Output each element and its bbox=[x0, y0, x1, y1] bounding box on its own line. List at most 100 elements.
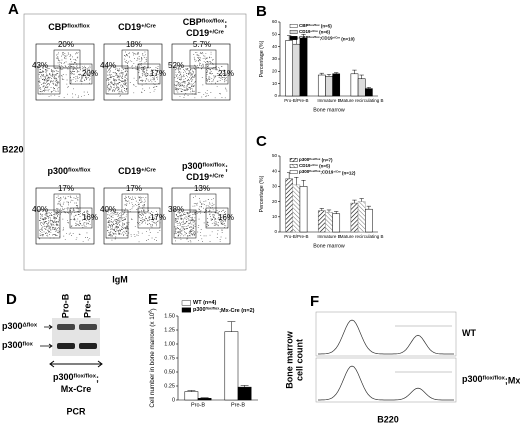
text-part: (n=5) bbox=[320, 24, 333, 29]
x-tick-label: Immature B bbox=[317, 98, 340, 103]
percentage: 38% bbox=[168, 205, 184, 214]
gate bbox=[205, 63, 229, 85]
y-axis-label: Percentage (%) bbox=[259, 40, 265, 77]
legend-swatch bbox=[289, 164, 298, 168]
method-label: PCR bbox=[66, 406, 86, 416]
gel-band bbox=[79, 343, 97, 349]
text-part: Mx-Cre bbox=[61, 384, 92, 394]
bar bbox=[365, 208, 373, 233]
text-part: p300 bbox=[2, 321, 23, 331]
x-tick-label: Immature B bbox=[317, 234, 340, 239]
superscript: flox/flox bbox=[67, 23, 90, 29]
x-tick-label: Pre-B bbox=[231, 402, 245, 408]
text-part: (n=6) bbox=[318, 30, 331, 35]
bar bbox=[317, 210, 326, 233]
text-part: CD19 bbox=[299, 163, 311, 168]
text-part: p300 bbox=[2, 340, 23, 350]
genotype-label: p300flox/flox; bbox=[53, 372, 99, 383]
bar bbox=[365, 88, 373, 97]
panel-letter: A bbox=[8, 1, 19, 18]
gate bbox=[53, 49, 81, 69]
text-part: CD19 bbox=[299, 29, 311, 34]
legend-label: p300flox/flox;Mx-Cre (n=2) bbox=[193, 307, 255, 315]
y-tick-label: 1.50 bbox=[164, 313, 175, 319]
double-arrow bbox=[49, 360, 103, 368]
panel-letter: B bbox=[256, 3, 267, 20]
percentage: 21% bbox=[218, 69, 234, 78]
bar bbox=[325, 211, 333, 233]
legend-label: p300flox/flox;CD19+/Cre (n=12) bbox=[299, 169, 356, 176]
arrow bbox=[44, 324, 53, 330]
gate bbox=[53, 193, 81, 213]
gel-band bbox=[57, 324, 75, 330]
y-tick-label: 0 bbox=[274, 93, 277, 98]
x-tick-label: Mature recirculating B bbox=[340, 234, 384, 239]
axis-label: B220 bbox=[2, 144, 24, 154]
text-part: CBP bbox=[299, 23, 309, 28]
gate bbox=[37, 209, 61, 239]
plot-title: p300flox/flox bbox=[48, 166, 92, 176]
superscript: flox/flox bbox=[202, 18, 225, 24]
text-part: p300 bbox=[462, 374, 483, 384]
gate bbox=[189, 193, 217, 213]
y-tick-label: 10 bbox=[272, 214, 278, 219]
superscript: +/Cre bbox=[333, 35, 341, 39]
error-bar bbox=[294, 177, 299, 185]
y-tick-label: 20 bbox=[272, 69, 278, 74]
text-part: (n=10) bbox=[340, 36, 355, 41]
histogram-frame bbox=[315, 311, 457, 357]
plot-title: CD19+/Cre bbox=[118, 22, 157, 32]
x-tick-label: Pro-B/Pre-B bbox=[284, 98, 308, 103]
scatter-dots bbox=[174, 195, 228, 243]
superscript: +/Cre bbox=[311, 163, 319, 167]
x-tick-label: Pro-B/Pre-B bbox=[284, 234, 308, 239]
text-part: ;CD19 bbox=[320, 170, 334, 175]
gate bbox=[37, 65, 61, 95]
legend-swatch bbox=[289, 170, 298, 174]
gate bbox=[173, 209, 197, 239]
lane-label: Pro-B bbox=[60, 293, 70, 318]
legend-label: WT (n=4) bbox=[193, 300, 217, 306]
superscript: flox/flox bbox=[309, 35, 321, 39]
plot-title: CD19+/Cre bbox=[186, 28, 225, 38]
text-part: (n=7) bbox=[320, 158, 333, 163]
percentage: 20% bbox=[82, 69, 98, 78]
text-part: ; bbox=[225, 163, 228, 173]
percentage: 43% bbox=[32, 61, 48, 70]
legend-label: CBPflox/flox (n=5) bbox=[299, 23, 332, 29]
superscript: +/Cre bbox=[209, 29, 225, 35]
bar bbox=[325, 76, 333, 97]
gate bbox=[105, 209, 129, 239]
band-label: p300Δflox bbox=[2, 321, 38, 331]
legend-label: CD19+/Cre (n=5) bbox=[299, 163, 331, 169]
error-bar bbox=[187, 390, 196, 392]
superscript: +/Cre bbox=[311, 29, 319, 33]
legend-swatch bbox=[289, 158, 298, 162]
gate bbox=[105, 65, 129, 95]
panel-letter: F bbox=[310, 293, 319, 310]
text-part: p300 bbox=[299, 157, 310, 162]
bar bbox=[197, 398, 212, 401]
bar bbox=[317, 74, 326, 97]
plot-box bbox=[171, 43, 231, 101]
y-axis-label: Cell number in bone marrow (x 108) bbox=[147, 308, 156, 407]
gel-band bbox=[79, 324, 97, 330]
text-part: CD19 bbox=[186, 28, 209, 38]
histogram-frame bbox=[315, 357, 457, 403]
bar bbox=[292, 43, 301, 97]
y-tick-label: 50 bbox=[272, 32, 278, 37]
gate bbox=[137, 207, 161, 229]
text-part: ) bbox=[150, 308, 157, 310]
gate bbox=[137, 63, 161, 85]
error-bar bbox=[359, 198, 364, 202]
bar bbox=[357, 78, 366, 97]
y-tick-label: 30 bbox=[272, 56, 278, 61]
text-part: WT (n=4) bbox=[193, 300, 217, 306]
panel-frame bbox=[23, 13, 247, 271]
trace-label: p300flox/flox;Mx-Cre bbox=[462, 374, 520, 385]
plot-title: CD19+/Cre bbox=[118, 166, 157, 176]
superscript: +/Cre bbox=[141, 23, 157, 29]
legend-swatch bbox=[181, 307, 192, 313]
text-part: (n=12) bbox=[341, 170, 356, 175]
